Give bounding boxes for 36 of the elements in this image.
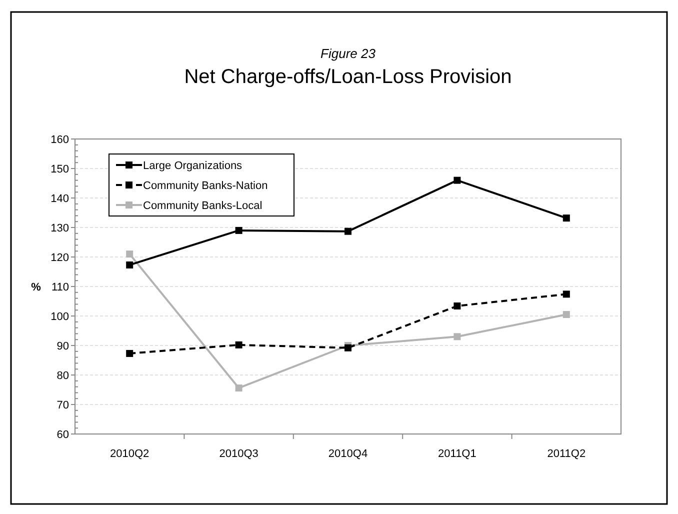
point [235,384,242,392]
point [344,344,352,352]
legend-label: Community Banks-Nation [143,180,268,192]
y-tick-label: 80 [56,370,69,382]
point [126,261,134,268]
point [126,250,134,258]
x-tick-label: 2011Q2 [547,448,586,460]
y-tick-label: 110 [51,282,69,294]
y-tick-label: 140 [50,193,69,205]
point [344,228,352,235]
point [454,176,461,184]
chart-title: Net Charge-offs/Loan-Loss Provision [184,66,512,88]
point [454,302,461,310]
x-tick-label: 2010Q2 [110,448,150,460]
y-tick-label: 70 [56,400,69,412]
x-tick-label: 2010Q4 [328,448,368,460]
y-axis-title: % [31,282,42,294]
x-tick-label: 2011Q1 [438,448,476,460]
point [562,311,570,318]
point [126,350,134,357]
y-tick-label: 120 [50,252,69,264]
point [562,214,570,222]
y-tick-label: 130 [50,222,69,234]
point [235,341,242,348]
legend-label: Large Organizations [143,160,243,172]
y-tick-label: 60 [56,429,69,441]
y-tick-label: 150 [50,164,69,176]
y-tick-label: 160 [50,134,69,146]
y-tick-label: 100 [50,311,69,323]
point [562,290,570,298]
point [454,333,461,340]
legend-label: Community Banks-Local [143,200,262,212]
y-tick-label: 90 [56,340,69,352]
chart-subtitle: Figure 23 [320,46,376,61]
point [235,226,242,234]
x-tick-label: 2010Q3 [219,448,258,460]
